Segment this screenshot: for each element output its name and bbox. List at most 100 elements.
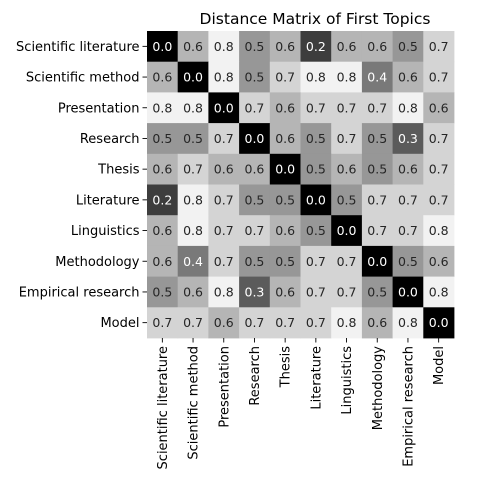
cell-value-label: 0.7 [306,315,326,330]
cell-value-label: 0.0 [367,254,387,269]
cell-value-label: 0.7 [367,223,387,238]
x-tick-label-empirical-research: Empirical research [401,346,416,467]
y-tick-label-literature: Literature [76,193,140,208]
cell-value-label: 0.8 [306,70,326,85]
cell-value-label: 0.8 [183,100,203,115]
heatmap-cells: 0.0 0.6 0.8 0.5 0.6 0.2 0.6 0.6 0.5 0.7 0.6 0.0 0.8 0… [147,31,454,338]
y-axis-ticks: Scientific literature Scientific method Pr… [16,40,147,331]
cell-value-label: 0.0 [306,192,326,207]
x-tick-label-presentation: Presentation [217,346,232,428]
cell-value-label: 0.7 [245,315,265,330]
cell-value-label: 0.8 [398,100,418,115]
cell-value-label: 0.7 [275,315,295,330]
cell-value-label: 0.7 [245,223,265,238]
cell-value-label: 0.6 [337,39,357,54]
cell-value-label: 0.5 [275,192,295,207]
x-tick-label-research: Research [248,346,263,406]
cell-value-label: 0.5 [367,284,387,299]
x-tick-label-scientific-literature: Scientific literature [156,346,171,469]
cell-value-label: 0.7 [183,162,203,177]
cell-value-label: 0.5 [245,192,265,207]
cell-value-label: 0.7 [367,192,387,207]
cell-value-label: 0.4 [183,254,203,269]
y-tick-label-model: Model [100,316,139,331]
cell-value-label: 0.2 [152,192,172,207]
y-tick-label-scientific-method: Scientific method [26,71,140,86]
cell-value-label: 0.2 [306,39,326,54]
cell-value-label: 0.6 [275,131,295,146]
cell-value-label: 0.0 [152,39,172,54]
y-tick-label-thesis: Thesis [97,163,140,178]
x-tick-label-linguistics: Linguistics [340,346,355,415]
cell-value-label: 0.6 [337,162,357,177]
x-tick-label-thesis: Thesis [279,346,294,389]
cell-value-label: 0.7 [306,254,326,269]
x-tick-label-literature: Literature [309,346,324,410]
cell-value-label: 0.7 [214,131,234,146]
x-tick-label-model: Model [432,346,447,385]
cell-value-label: 0.8 [214,284,234,299]
cell-value-label: 0.6 [367,39,387,54]
cell-value-label: 0.5 [152,284,172,299]
cell-value-label: 0.5 [337,192,357,207]
cell-value-label: 0.8 [183,223,203,238]
cell-value-label: 0.5 [398,39,418,54]
cell-value-label: 0.0 [337,223,357,238]
cell-value-label: 0.5 [245,39,265,54]
cell-value-label: 0.7 [337,284,357,299]
cell-value-label: 0.7 [429,192,449,207]
cell-value-label: 0.5 [152,131,172,146]
cell-value-label: 0.6 [152,70,172,85]
cell-value-label: 0.6 [429,100,449,115]
chart-title: Distance Matrix of First Topics [200,10,431,28]
cell-value-label: 0.7 [214,192,234,207]
cell-value-label: 0.6 [429,254,449,269]
cell-value-label: 0.8 [337,315,357,330]
cell-value-label: 0.7 [429,162,449,177]
cell-value-label: 0.6 [398,70,418,85]
y-tick-label-linguistics: Linguistics [71,224,140,239]
cell-value-label: 0.6 [214,315,234,330]
cell-value-label: 0.7 [214,254,234,269]
cell-value-label: 0.6 [183,284,203,299]
cell-value-label: 0.0 [275,162,295,177]
cell-value-label: 0.7 [337,254,357,269]
cell-value-label: 0.8 [214,70,234,85]
cell-value-label: 0.6 [245,162,265,177]
cell-value-label: 0.7 [214,223,234,238]
cell-value-label: 0.6 [275,39,295,54]
cell-value-label: 0.8 [214,39,234,54]
cell-value-label: 0.5 [306,131,326,146]
cell-value-label: 0.3 [245,284,265,299]
y-tick-label-research: Research [80,132,140,147]
cell-value-label: 0.7 [306,284,326,299]
cell-value-label: 0.7 [306,100,326,115]
cell-value-label: 0.7 [183,315,203,330]
cell-value-label: 0.7 [429,39,449,54]
cell-value-label: 0.7 [245,100,265,115]
cell-value-label: 0.6 [275,100,295,115]
y-tick-label-methodology: Methodology [55,255,140,270]
cell-value-label: 0.7 [275,70,295,85]
cell-value-label: 0.6 [275,223,295,238]
cell-value-label: 0.5 [183,131,203,146]
cell-value-label: 0.0 [245,131,265,146]
cell-value-label: 0.8 [183,192,203,207]
cell-value-label: 0.6 [183,39,203,54]
cell-value-label: 0.0 [398,284,418,299]
cell-value-label: 0.6 [152,223,172,238]
cell-value-label: 0.6 [367,315,387,330]
cell-value-label: 0.0 [429,315,449,330]
cell-value-label: 0.8 [152,100,172,115]
cell-value-label: 0.5 [245,70,265,85]
y-tick-label-scientific-literature: Scientific literature [16,40,139,55]
cell-value-label: 0.5 [367,131,387,146]
cell-value-label: 0.5 [245,254,265,269]
cell-value-label: 0.8 [429,223,449,238]
cell-value-label: 0.6 [275,284,295,299]
cell-value-label: 0.7 [398,192,418,207]
x-axis-ticks: Scientific literature Scientific method Pr… [156,338,447,469]
cell-value-label: 0.7 [152,315,172,330]
cell-value-label: 0.6 [214,162,234,177]
